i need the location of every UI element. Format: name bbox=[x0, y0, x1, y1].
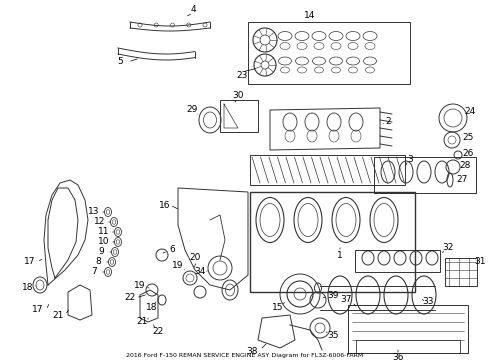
Bar bbox=[356, 340, 460, 353]
Text: 2: 2 bbox=[385, 117, 391, 126]
Text: 1: 1 bbox=[337, 251, 343, 260]
Bar bbox=[250, 155, 405, 185]
Text: 8: 8 bbox=[95, 257, 101, 266]
Bar bbox=[355, 250, 440, 272]
Text: 25: 25 bbox=[462, 134, 474, 143]
Text: 32: 32 bbox=[442, 243, 454, 252]
Text: 26: 26 bbox=[462, 148, 474, 158]
Text: 39: 39 bbox=[327, 291, 339, 300]
Text: 23: 23 bbox=[236, 71, 247, 80]
Text: 5: 5 bbox=[117, 58, 123, 67]
Text: 13: 13 bbox=[88, 207, 100, 216]
Text: 18: 18 bbox=[146, 303, 158, 312]
Text: 15: 15 bbox=[272, 303, 284, 312]
Text: 4: 4 bbox=[190, 5, 196, 14]
Text: 21: 21 bbox=[136, 318, 147, 327]
Text: 7: 7 bbox=[91, 267, 97, 276]
Bar bbox=[248, 22, 410, 84]
Text: 33: 33 bbox=[422, 297, 434, 306]
Text: 19: 19 bbox=[172, 261, 184, 270]
Text: 37: 37 bbox=[340, 296, 352, 305]
Text: 17: 17 bbox=[24, 257, 36, 266]
Text: 10: 10 bbox=[98, 238, 110, 247]
Bar bbox=[374, 157, 476, 193]
Text: 14: 14 bbox=[304, 10, 316, 19]
Bar bbox=[445, 258, 477, 286]
Text: 6: 6 bbox=[169, 246, 175, 255]
Text: 28: 28 bbox=[459, 161, 471, 170]
Bar bbox=[220, 100, 258, 132]
Text: 20: 20 bbox=[189, 253, 201, 262]
Bar bbox=[250, 192, 415, 292]
Text: 34: 34 bbox=[195, 267, 206, 276]
Text: 36: 36 bbox=[392, 354, 404, 360]
Text: 21: 21 bbox=[52, 310, 64, 320]
Text: 19: 19 bbox=[134, 280, 146, 289]
Text: 17: 17 bbox=[32, 306, 44, 315]
Text: 9: 9 bbox=[98, 248, 104, 256]
Text: 30: 30 bbox=[232, 91, 244, 100]
Text: 22: 22 bbox=[152, 328, 164, 337]
Text: 35: 35 bbox=[327, 330, 339, 339]
Text: 27: 27 bbox=[456, 175, 467, 184]
Text: 24: 24 bbox=[465, 108, 476, 117]
Bar bbox=[348, 305, 468, 353]
Text: 38: 38 bbox=[246, 347, 258, 356]
Text: 2016 Ford F-150 REMAN SERVICE ENGINE ASY Diagram for FL3Z-6006-FARM: 2016 Ford F-150 REMAN SERVICE ENGINE ASY… bbox=[126, 353, 364, 358]
Text: 18: 18 bbox=[22, 284, 34, 292]
Text: 22: 22 bbox=[124, 293, 136, 302]
Text: 16: 16 bbox=[159, 201, 171, 210]
Text: 29: 29 bbox=[186, 105, 197, 114]
Text: 11: 11 bbox=[98, 228, 110, 237]
Text: 3: 3 bbox=[407, 156, 413, 165]
Text: 31: 31 bbox=[474, 257, 486, 266]
Text: 12: 12 bbox=[94, 217, 106, 226]
